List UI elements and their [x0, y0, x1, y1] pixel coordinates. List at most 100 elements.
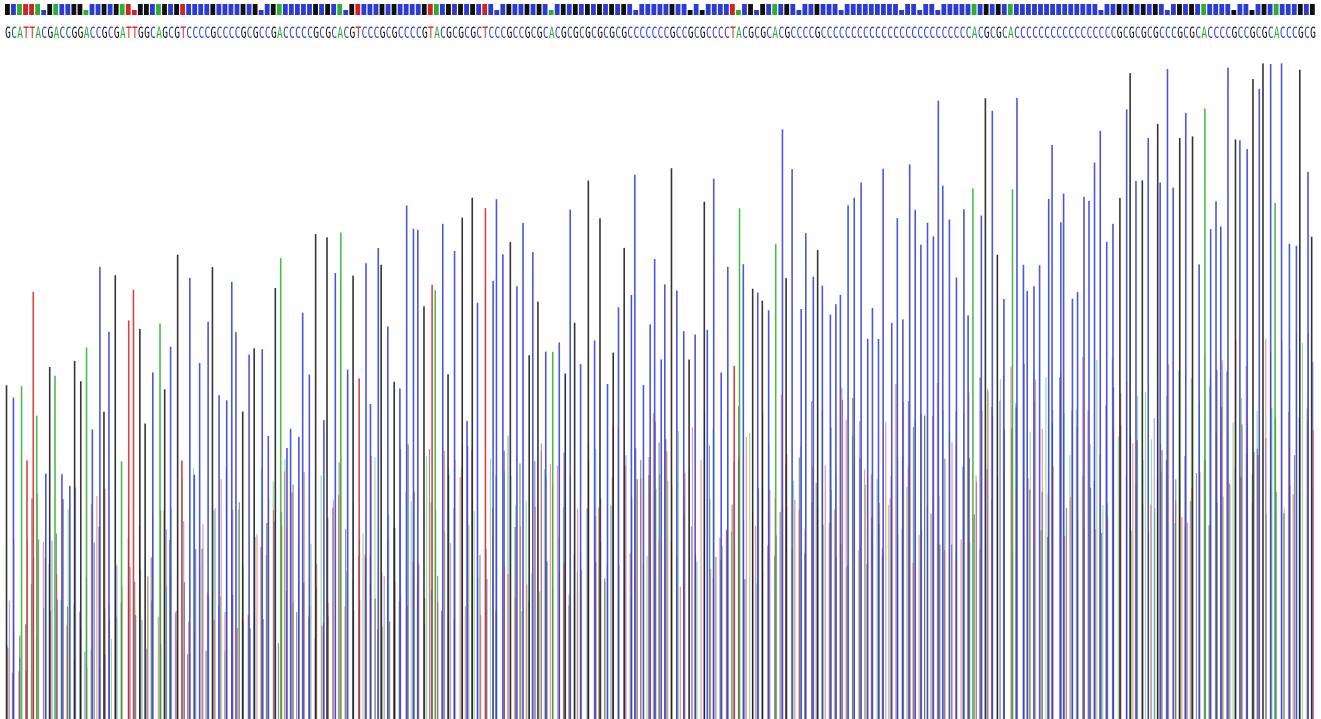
quality-block	[566, 4, 572, 15]
quality-block	[421, 4, 427, 15]
base-call-letter: G	[609, 23, 615, 41]
quality-block	[433, 4, 439, 15]
base-call-letter: C	[923, 23, 929, 41]
base-call-letter: C	[948, 23, 954, 41]
quality-block	[681, 4, 687, 15]
base-call-letter: C	[942, 23, 948, 41]
base-call-letter: C	[652, 23, 658, 41]
quality-block	[530, 4, 536, 15]
base-call-letter: C	[833, 23, 839, 41]
quality-block	[790, 4, 796, 15]
base-call-letter: G	[748, 23, 754, 41]
quality-block	[1001, 4, 1007, 15]
quality-block	[1038, 4, 1043, 15]
base-call-letter: G	[597, 23, 603, 41]
base-call-letter: C	[186, 23, 192, 41]
quality-block	[1098, 10, 1104, 15]
quality-block	[143, 4, 149, 15]
quality-block	[657, 4, 663, 15]
quality-block	[723, 4, 729, 15]
quality-block	[119, 4, 125, 15]
base-call-letter: C	[1081, 23, 1087, 41]
base-call-letter: G	[350, 23, 356, 41]
base-call-letter: G	[392, 23, 398, 41]
quality-block	[47, 4, 53, 15]
base-call-letter: C	[881, 23, 887, 41]
base-call-letter: C	[1147, 23, 1153, 41]
quality-block	[693, 4, 699, 15]
quality-block	[439, 4, 445, 15]
quality-block	[246, 4, 252, 15]
quality-block	[899, 10, 904, 15]
quality-block	[887, 4, 892, 15]
quality-block	[1032, 4, 1037, 15]
base-call-letter: C	[235, 23, 241, 41]
quality-block	[1225, 4, 1231, 15]
quality-block	[1231, 10, 1237, 15]
base-call-letter: C	[223, 23, 229, 41]
base-call-letter: C	[108, 23, 114, 41]
quality-block	[1249, 10, 1255, 15]
base-call-letter: C	[1038, 23, 1044, 41]
base-call-letter: C	[1074, 23, 1080, 41]
base-call-letter: C	[615, 23, 621, 41]
base-call-letter: C	[1099, 23, 1105, 41]
base-call-letter: C	[247, 23, 253, 41]
quality-block	[337, 4, 343, 15]
quality-block	[645, 4, 651, 15]
base-call-letter: C	[1226, 23, 1232, 41]
quality-block	[288, 4, 294, 15]
base-call-letter: G	[1262, 23, 1268, 41]
base-call-letter: C	[567, 23, 573, 41]
quality-block	[1177, 4, 1182, 15]
quality-block	[941, 4, 947, 15]
quality-block	[995, 4, 1001, 15]
base-call-letter: C	[640, 23, 646, 41]
base-call-letter: C	[803, 23, 809, 41]
base-call-letter: C	[899, 23, 905, 41]
quality-block	[415, 4, 421, 15]
quality-block	[101, 4, 107, 15]
base-call-letter: C	[930, 23, 936, 41]
base-call-letter: G	[1117, 23, 1123, 41]
quality-block	[983, 4, 989, 15]
quality-block	[597, 4, 602, 15]
base-call-letter: C	[658, 23, 664, 41]
base-call-letter: G	[1250, 23, 1256, 41]
base-call-letter: G	[1298, 23, 1304, 41]
base-call-letter: C	[682, 23, 688, 41]
base-call-letter: A	[549, 23, 555, 41]
quality-block	[772, 4, 778, 15]
quality-block	[862, 4, 868, 15]
quality-block	[1273, 4, 1279, 15]
base-call-letter: G	[621, 23, 627, 41]
quality-block	[748, 4, 753, 15]
quality-block	[355, 4, 361, 15]
quality-block	[929, 4, 935, 15]
quality-block	[1110, 4, 1116, 15]
base-call-letter: G	[537, 23, 543, 41]
base-call-letter: G	[670, 23, 676, 41]
base-call-letter: C	[168, 23, 174, 41]
base-call-letter: C	[676, 23, 682, 41]
quality-block	[1267, 4, 1273, 15]
quality-block	[687, 10, 693, 15]
quality-block	[349, 4, 355, 15]
quality-block	[23, 4, 28, 15]
quality-block	[868, 4, 874, 15]
base-call-letter: T	[356, 23, 362, 41]
quality-block	[458, 4, 463, 15]
quality-block	[391, 4, 397, 15]
base-call-letter: A	[53, 23, 59, 41]
quality-block	[331, 4, 337, 15]
quality-block	[808, 4, 814, 15]
base-call-letter: G	[446, 23, 452, 41]
base-call-letter: C	[301, 23, 307, 41]
base-call-letter: G	[72, 23, 78, 41]
quality-block	[536, 4, 542, 15]
quality-block	[137, 4, 143, 15]
base-call-letter: G	[78, 23, 84, 41]
base-call-letter: C	[410, 23, 416, 41]
base-call-letter: G	[138, 23, 144, 41]
quality-block	[1007, 4, 1013, 15]
